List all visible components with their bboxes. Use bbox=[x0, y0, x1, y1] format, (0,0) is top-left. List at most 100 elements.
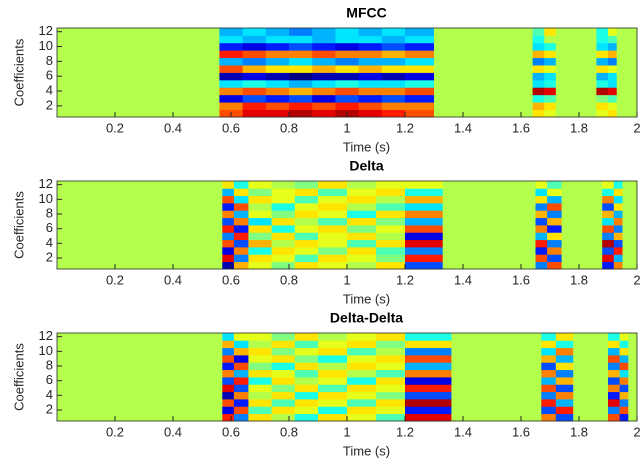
heatmap-cell bbox=[405, 217, 444, 226]
heatmap-cell bbox=[271, 254, 296, 263]
heatmap-cell bbox=[434, 42, 533, 51]
heatmap-cell bbox=[233, 362, 249, 371]
heatmap-cell bbox=[405, 57, 435, 66]
heatmap-cell bbox=[376, 406, 406, 415]
heatmap-cell bbox=[222, 232, 235, 241]
heatmap-cell bbox=[376, 413, 406, 422]
heatmap-cell bbox=[535, 203, 548, 211]
heatmap-cell bbox=[532, 72, 545, 81]
heatmap-cell bbox=[442, 254, 536, 263]
heatmap-cell bbox=[405, 254, 444, 263]
heatmap-cell bbox=[271, 340, 296, 349]
heatmap-cell bbox=[271, 261, 296, 270]
heatmap-cell bbox=[532, 28, 545, 36]
heatmap-cell bbox=[248, 391, 272, 400]
heatmap-cell bbox=[434, 28, 533, 36]
heatmap-cell bbox=[619, 406, 629, 415]
heatmap-cell bbox=[622, 203, 638, 211]
heatmap-cell bbox=[622, 217, 638, 226]
heatmap-cell bbox=[265, 28, 290, 36]
heatmap-cell bbox=[555, 333, 574, 341]
heatmap-cell bbox=[442, 261, 536, 270]
heatmap-cell bbox=[312, 42, 336, 51]
y-tick-label: 12 bbox=[39, 176, 53, 191]
heatmap-cell bbox=[318, 377, 348, 385]
heatmap-cell bbox=[405, 413, 452, 422]
heatmap-cell bbox=[628, 384, 638, 393]
heatmap-cell bbox=[405, 203, 444, 211]
heatmap-cell bbox=[347, 355, 377, 363]
heatmap-cell bbox=[233, 333, 249, 341]
heatmap-cell bbox=[233, 254, 249, 263]
heatmap-cell bbox=[222, 261, 235, 270]
heatmap-cell bbox=[57, 195, 223, 204]
heatmap-cell bbox=[271, 181, 296, 189]
heatmap-cell bbox=[541, 399, 557, 407]
y-tick-label: 2 bbox=[46, 401, 53, 416]
heatmap-cell bbox=[547, 188, 562, 197]
heatmap-cell bbox=[312, 50, 336, 59]
heatmap-cell bbox=[622, 261, 638, 270]
chart-title: MFCC bbox=[346, 5, 386, 21]
heatmap-cell bbox=[242, 28, 267, 36]
heatmap-cell bbox=[248, 232, 272, 241]
heatmap-cell bbox=[358, 109, 383, 118]
heatmap-cell bbox=[318, 399, 348, 407]
heatmap-cell bbox=[405, 65, 435, 73]
heatmap-cell bbox=[376, 347, 406, 356]
heatmap-cell bbox=[442, 203, 536, 211]
heatmap-cell bbox=[294, 347, 319, 356]
heatmap-cell bbox=[233, 355, 249, 363]
heatmap-cell bbox=[613, 247, 623, 255]
heatmap-cell bbox=[347, 384, 377, 393]
heatmap-cell bbox=[616, 87, 638, 96]
heatmap-cell bbox=[289, 79, 313, 88]
heatmap-cell bbox=[619, 347, 629, 356]
heatmap-cell bbox=[233, 232, 249, 241]
heatmap-cell bbox=[222, 225, 235, 233]
heatmap-cell bbox=[233, 399, 249, 407]
heatmap-cell bbox=[347, 362, 377, 371]
heatmap-cell bbox=[347, 232, 377, 241]
heatmap-cell bbox=[561, 239, 603, 248]
heatmap-cell bbox=[294, 340, 319, 349]
heatmap-cell bbox=[535, 261, 548, 270]
heatmap-cell bbox=[628, 347, 638, 356]
heatmap-cell bbox=[535, 181, 548, 189]
x-axis-label: Time (s) bbox=[343, 291, 390, 306]
heatmap-cell bbox=[451, 355, 542, 363]
heatmap-cell bbox=[602, 225, 615, 233]
heatmap-cell bbox=[376, 181, 406, 189]
heatmap-cell bbox=[57, 50, 220, 59]
heatmap-cell bbox=[57, 203, 223, 211]
heatmap-cell bbox=[535, 210, 548, 219]
y-tick-label: 4 bbox=[46, 235, 53, 250]
heatmap-cell bbox=[532, 57, 545, 66]
heatmap-cell bbox=[442, 181, 536, 189]
heatmap-cell bbox=[628, 340, 638, 349]
heatmap-cell bbox=[532, 109, 545, 118]
heatmap-cell bbox=[376, 362, 406, 371]
heatmap-cell bbox=[233, 217, 249, 226]
y-tick-label: 2 bbox=[46, 97, 53, 112]
heatmap-cell bbox=[57, 35, 220, 44]
heatmap-cell bbox=[219, 42, 243, 51]
heatmap-cell bbox=[628, 333, 638, 341]
heatmap-cell bbox=[318, 347, 348, 356]
x-tick-label: 1.2 bbox=[396, 120, 414, 135]
heatmap-cell bbox=[57, 79, 220, 88]
heatmap-cell bbox=[233, 247, 249, 255]
x-tick-label: 1.4 bbox=[454, 272, 472, 287]
heatmap-cell bbox=[451, 406, 542, 415]
heatmap-cell bbox=[294, 232, 319, 241]
heatmap-cell bbox=[265, 72, 290, 81]
heatmap-cell bbox=[347, 217, 377, 226]
heatmap-cell bbox=[596, 42, 609, 51]
heatmap-cell bbox=[532, 65, 545, 73]
heatmap-cell bbox=[608, 50, 618, 59]
heatmap-cell bbox=[616, 57, 638, 66]
heatmap-cell bbox=[555, 87, 597, 96]
heatmap-cell bbox=[318, 239, 348, 248]
heatmap-cell bbox=[271, 333, 296, 341]
heatmap-cell bbox=[271, 355, 296, 363]
